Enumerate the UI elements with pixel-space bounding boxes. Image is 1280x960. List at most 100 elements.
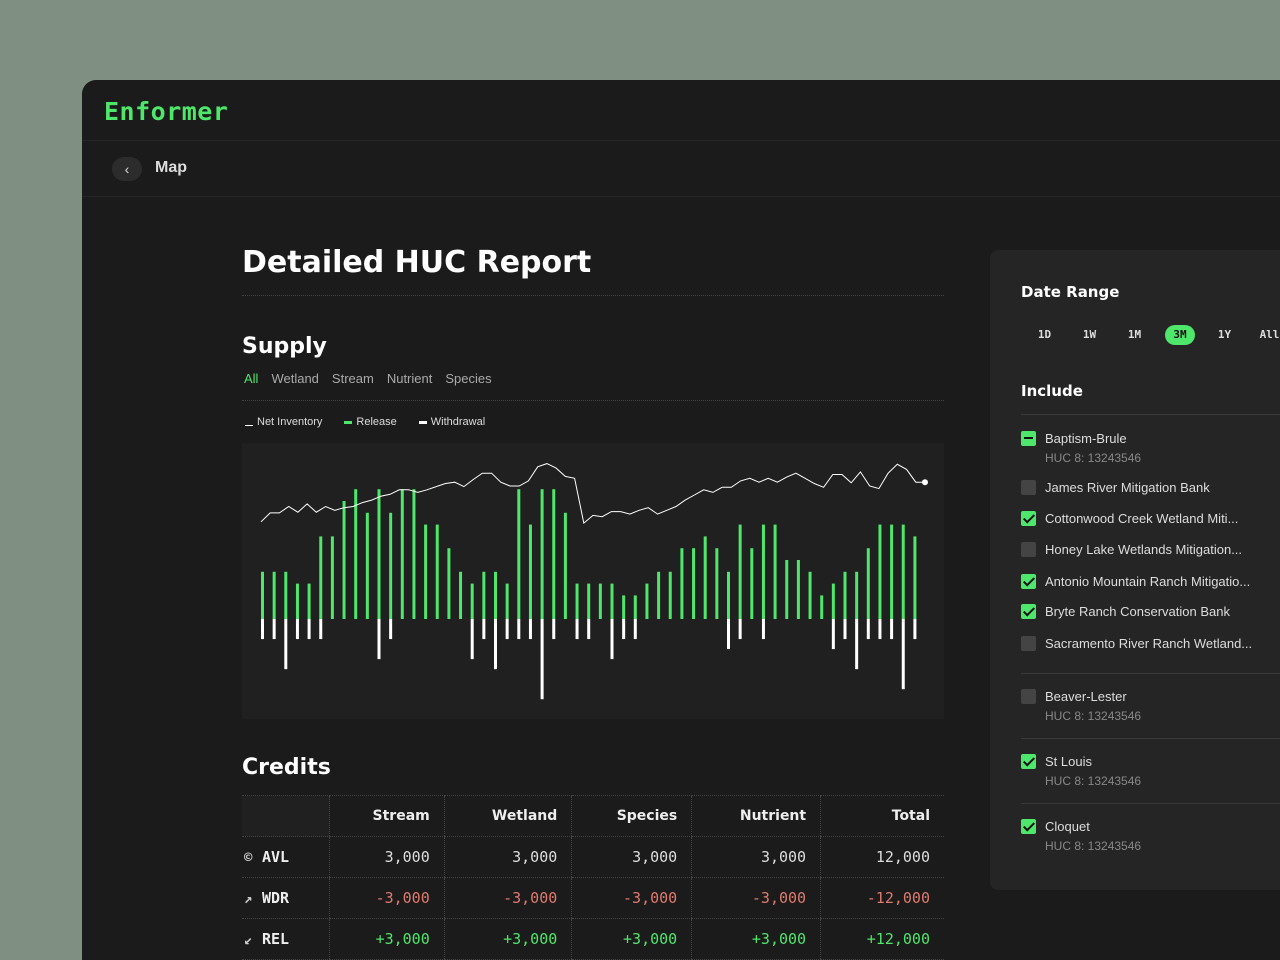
release-bar: [307, 583, 311, 619]
huc-label: Beaver-Lester: [1045, 689, 1127, 704]
tab-stream[interactable]: Stream: [331, 371, 374, 386]
release-bar: [855, 571, 859, 619]
legend-label: Withdrawal: [430, 416, 486, 428]
net-inventory-endpoint: [922, 479, 928, 486]
release-bar: [901, 524, 905, 619]
supply-title: Supply: [242, 334, 327, 359]
divider: [1021, 414, 1280, 415]
table-cell: -3,000: [571, 877, 692, 919]
range-1y[interactable]: 1Y: [1217, 328, 1232, 341]
checked-checkbox-icon[interactable]: [1021, 511, 1036, 526]
legend-label: Release: [356, 416, 397, 428]
release-bar: [878, 524, 882, 619]
withdrawal-bar: [761, 619, 765, 640]
divider: [1021, 803, 1280, 804]
release-bar: [494, 571, 497, 619]
divider: [242, 400, 944, 401]
withdrawal-bar: [633, 619, 637, 640]
release-bar: [365, 512, 369, 619]
column-header: Nutrient: [691, 795, 821, 837]
row-label-text: REL: [262, 930, 290, 948]
release-bar: [587, 583, 591, 619]
release-bar: [447, 548, 451, 619]
table-cell: +3,000: [691, 918, 821, 960]
column-header: [242, 795, 330, 837]
arrow-down-left-icon: ↙: [244, 932, 253, 948]
supply-chart: [242, 443, 944, 719]
release-bar: [761, 524, 765, 619]
release-bar: [692, 548, 696, 619]
withdrawal-bar: [470, 619, 474, 660]
range-3m[interactable]: 3M: [1165, 325, 1195, 345]
checked-checkbox-icon[interactable]: [1021, 754, 1036, 769]
checked-checkbox-icon[interactable]: [1021, 574, 1036, 589]
legend-release: Release: [344, 416, 397, 428]
include-title: Include: [1021, 382, 1083, 400]
huc-code: HUC 8: 13243546: [1045, 774, 1142, 788]
withdrawal-bar: [377, 619, 381, 660]
bank-label: Bryte Ranch Conservation Bank: [1045, 604, 1230, 619]
app-logo[interactable]: Enformer: [104, 97, 229, 126]
range-1d[interactable]: 1D: [1037, 328, 1052, 341]
range-1w[interactable]: 1W: [1082, 328, 1097, 341]
tab-species[interactable]: Species: [445, 371, 492, 386]
date-range-title: Date Range: [1021, 283, 1120, 301]
release-bar: [319, 536, 323, 619]
tab-nutrient[interactable]: Nutrient: [386, 371, 433, 386]
range-all[interactable]: All: [1259, 328, 1280, 341]
withdrawal-bar: [575, 619, 579, 640]
legend-withdrawal: Withdrawal: [418, 416, 486, 428]
release-bar: [796, 560, 800, 619]
checkbox-icon[interactable]: [1021, 636, 1036, 651]
withdrawal-bar: [540, 619, 544, 700]
withdrawal-bar: [494, 619, 497, 670]
indeterminate-checkbox-icon[interactable]: [1021, 431, 1036, 446]
release-bar: [820, 595, 824, 619]
table-cell: -3,000: [443, 877, 572, 919]
release-bar: [284, 571, 288, 619]
column-header: Total: [820, 795, 944, 837]
row-label: ↙ REL: [242, 918, 330, 960]
table-row: ↙ REL +3,000 +3,000 +3,000 +3,000 +12,000: [242, 918, 944, 960]
release-bar: [645, 583, 649, 619]
table-header-row: Stream Wetland Species Nutrient Total: [242, 795, 944, 837]
huc-code: HUC 8: 13243546: [1045, 709, 1142, 723]
back-button[interactable]: ‹: [112, 157, 142, 181]
checked-checkbox-icon[interactable]: [1021, 819, 1036, 834]
app-window: Enformer ‹ Map Detailed HUC Report Suppl…: [82, 80, 1280, 960]
column-header: Species: [571, 795, 692, 837]
row-label: ↗ WDR: [242, 877, 330, 919]
withdrawal-bar: [738, 619, 742, 640]
release-bar: [261, 571, 264, 619]
huc-code: HUC 8: 13243546: [1045, 451, 1142, 465]
release-bar: [866, 548, 870, 619]
release-bar: [622, 595, 626, 619]
line-swatch-icon: [245, 424, 253, 426]
tab-wetland[interactable]: Wetland: [271, 371, 319, 386]
table-cell: 3,000: [329, 836, 445, 878]
withdrawal-bar: [727, 619, 730, 650]
release-bar: [657, 571, 661, 619]
checkbox-icon[interactable]: [1021, 480, 1036, 495]
bank-label: Honey Lake Wetlands Mitigation...: [1045, 542, 1243, 557]
release-bar: [505, 583, 509, 619]
row-label: © AVL: [242, 836, 330, 878]
release-bar: [517, 489, 521, 619]
huc-label: Cloquet: [1045, 819, 1090, 834]
supply-chart-svg: [260, 463, 928, 700]
sub-bar: ‹ Map: [82, 140, 1280, 197]
withdrawal-bar: [295, 619, 299, 640]
table-cell: +3,000: [443, 918, 572, 960]
tab-all[interactable]: All: [244, 371, 259, 386]
withdrawal-bar: [878, 619, 882, 640]
withdrawal-bar: [389, 619, 393, 640]
checkbox-icon[interactable]: [1021, 542, 1036, 557]
release-bar: [400, 489, 404, 619]
withdrawal-bar: [901, 619, 905, 690]
range-1m[interactable]: 1M: [1127, 328, 1142, 341]
withdrawal-bar: [319, 619, 323, 640]
withdrawal-bar: [843, 619, 847, 640]
checkbox-icon[interactable]: [1021, 689, 1036, 704]
checked-checkbox-icon[interactable]: [1021, 604, 1036, 619]
page-title: Detailed HUC Report: [242, 245, 592, 280]
